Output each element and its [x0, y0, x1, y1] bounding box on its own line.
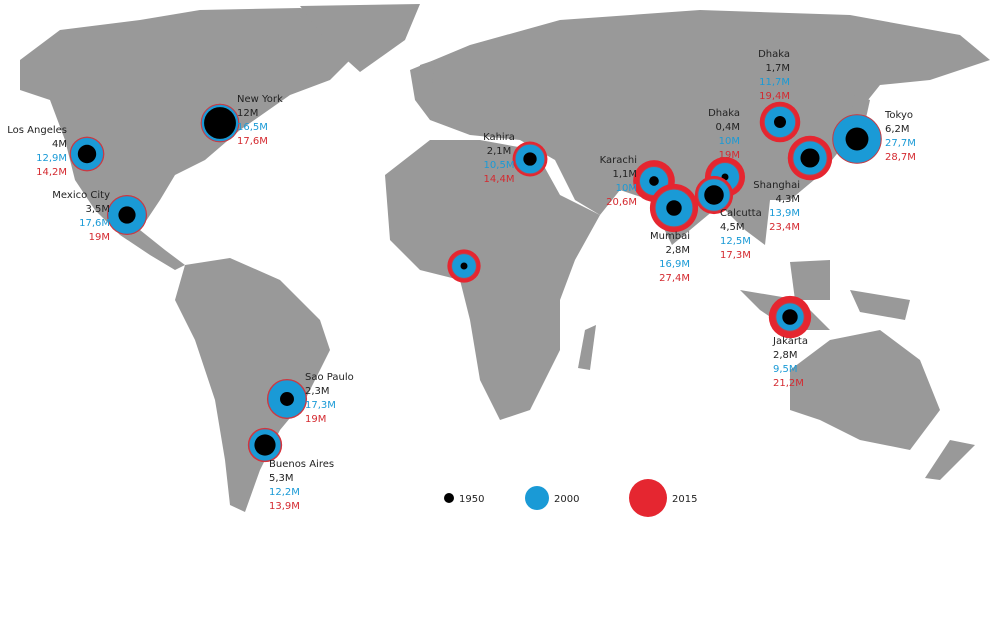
population-label: 12,2M [269, 487, 300, 498]
continents [20, 4, 990, 512]
madagascar [578, 325, 596, 370]
city-name: Kahira [483, 132, 515, 143]
population-bubble [460, 262, 468, 270]
population-label: 6,2M [885, 124, 910, 135]
population-bubble [77, 144, 97, 164]
population-label: 12M [237, 108, 258, 119]
population-label: 10M [719, 136, 740, 147]
population-label: 19,4M [759, 91, 790, 102]
legend-label: 1950 [459, 494, 484, 505]
city-name: Dhaka [708, 108, 740, 119]
population-label: 17,6M [237, 136, 268, 147]
city-name: Shanghai [753, 180, 800, 191]
population-bubble [704, 185, 724, 205]
population-label: 0,4M [715, 122, 740, 133]
population-bubble [666, 200, 682, 216]
city-name: Jakarta [772, 336, 808, 347]
legend-swatch [629, 479, 667, 517]
australia [790, 330, 940, 450]
city-name: Dhaka [758, 49, 790, 60]
population-bubble [800, 148, 820, 168]
population-label: 13,9M [269, 501, 300, 512]
population-label: 4M [52, 139, 67, 150]
population-bubble [782, 309, 798, 325]
legend-swatch [525, 486, 549, 510]
population-label: 27,4M [659, 273, 690, 284]
population-bubble [649, 176, 659, 186]
city-name: Calcutta [720, 208, 762, 219]
population-label: 10,5M [484, 160, 515, 171]
city-name: Buenos Aires [269, 459, 334, 470]
population-label: 4,3M [775, 194, 800, 205]
population-label: 10M [616, 183, 637, 194]
south-america [175, 258, 330, 512]
population-label: 1,7M [765, 63, 790, 74]
north-america [20, 8, 380, 270]
new-guinea [850, 290, 910, 320]
population-bubble [254, 434, 276, 456]
population-label: 17,6M [79, 218, 110, 229]
city-name: New York [237, 94, 283, 105]
population-label: 19M [719, 150, 740, 161]
city-name: Mexico City [52, 190, 110, 201]
britain [418, 60, 435, 85]
population-bubble [118, 206, 136, 224]
population-bubble [523, 152, 537, 166]
population-label: 5,3M [269, 473, 294, 484]
greenland [300, 4, 420, 72]
population-label: 17,3M [720, 250, 751, 261]
population-bubble [280, 392, 294, 406]
population-bubble [204, 107, 236, 139]
population-bubble [774, 116, 786, 128]
population-label: 1,1M [612, 169, 637, 180]
population-label: 4,5M [720, 222, 745, 233]
city-name: Sao Paulo [305, 372, 354, 383]
population-label: 14,4M [484, 174, 515, 185]
population-label: 14,2M [36, 167, 67, 178]
population-label: 16,9M [659, 259, 690, 270]
city-name: Los Angeles [7, 125, 67, 136]
population-label: 9,5M [773, 364, 798, 375]
legend-label: 2000 [554, 494, 579, 505]
population-label: 17,3M [305, 400, 336, 411]
population-label: 23,4M [769, 222, 800, 233]
population-label: 16,5M [237, 122, 268, 133]
population-label: 12,5M [720, 236, 751, 247]
population-label: 21,2M [773, 378, 804, 389]
new-zealand [925, 440, 975, 480]
population-label: 19M [305, 414, 326, 425]
eurasia [410, 10, 990, 245]
city-name: Mumbai [650, 231, 690, 242]
population-label: 13,9M [769, 208, 800, 219]
borneo [790, 260, 830, 300]
africa [385, 140, 600, 420]
population-label: 2,3M [305, 386, 330, 397]
population-label: 3,5M [85, 204, 110, 215]
legend-swatch [444, 493, 454, 503]
city-name: Tokyo [884, 110, 913, 121]
population-label: 20,6M [606, 197, 637, 208]
population-label: 27,7M [885, 138, 916, 149]
population-label: 2,8M [665, 245, 690, 256]
population-label: 12,9M [36, 153, 67, 164]
city-name: Karachi [600, 155, 637, 166]
population-label: 11,7M [759, 77, 790, 88]
population-label: 2,1M [487, 146, 512, 157]
legend-label: 2015 [672, 494, 697, 505]
population-label: 28,7M [885, 152, 916, 163]
population-label: 19M [89, 232, 110, 243]
population-bubble [845, 127, 869, 151]
population-label: 2,8M [773, 350, 798, 361]
